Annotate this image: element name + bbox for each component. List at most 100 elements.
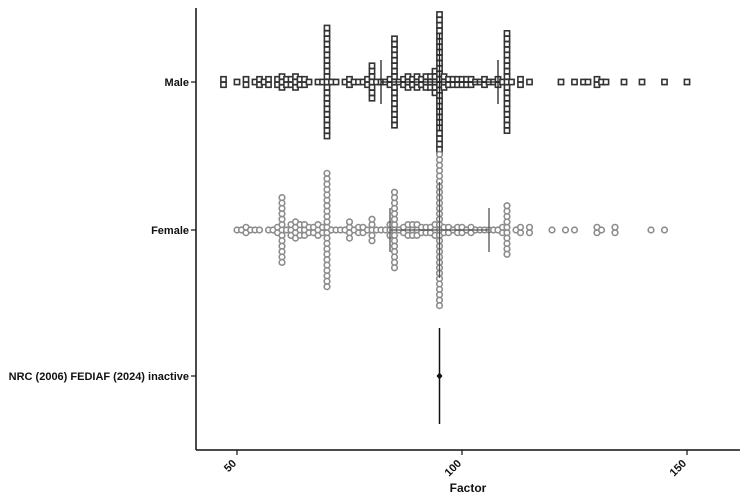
female-data-point — [390, 264, 399, 272]
male-data-point — [323, 40, 331, 48]
male-data-point — [323, 73, 331, 80]
female-data-point — [323, 169, 331, 177]
reference-point — [436, 372, 443, 380]
female-data-point — [647, 226, 655, 234]
male-data-point — [332, 78, 340, 86]
female-data-point — [368, 237, 376, 245]
male-data-point — [323, 100, 331, 107]
male-data-point — [503, 67, 511, 75]
x-axis-title: Factor — [450, 481, 487, 495]
female-data-point — [516, 223, 525, 231]
male-data-point — [391, 100, 398, 107]
male-data-point — [323, 89, 331, 97]
male-data-point — [503, 100, 511, 107]
male-data-point — [323, 51, 331, 59]
male-data-point — [503, 84, 511, 91]
male-data-point — [220, 81, 227, 89]
male-data-point — [323, 24, 331, 32]
male-data-point — [368, 73, 376, 80]
male-data-point — [323, 105, 331, 113]
male-data-point — [391, 105, 398, 113]
x-tick-label: 150 — [668, 458, 689, 479]
male-data-point — [391, 73, 398, 80]
male-data-point — [503, 121, 511, 129]
female-data-point — [278, 194, 286, 202]
summary-bars — [380, 34, 499, 424]
male-data-point — [391, 111, 398, 118]
male-data-point — [391, 40, 398, 48]
male-data-point — [323, 84, 331, 91]
male-data-point — [503, 40, 511, 48]
male-data-point — [323, 127, 331, 134]
female-data-point — [548, 226, 556, 234]
male-data-point — [265, 75, 272, 83]
male-data-point — [368, 94, 376, 102]
male-data-point — [503, 46, 511, 53]
male-data-point — [503, 116, 511, 124]
male-data-point — [233, 78, 241, 86]
male-data-point — [242, 75, 250, 83]
male-data-point — [323, 62, 331, 70]
male-data-point — [368, 67, 376, 75]
female-data-point — [611, 223, 619, 231]
male-data-point — [436, 11, 443, 18]
male-data-point — [391, 94, 398, 102]
male-data-point — [557, 78, 565, 86]
x-tick-label: 50 — [222, 458, 239, 475]
category-label: NRC (2006) FEDIAF (2024) inactive — [9, 371, 189, 383]
female-data-point — [345, 218, 354, 226]
male-data-point — [323, 56, 331, 64]
female-data-point — [435, 150, 444, 158]
female-data-point — [660, 226, 669, 234]
male-data-point — [620, 78, 628, 86]
male-data-point — [503, 35, 511, 43]
male-data-point — [602, 78, 610, 86]
male-data-point — [503, 94, 511, 102]
male-data-point — [368, 89, 376, 97]
male-data-point — [661, 78, 668, 86]
male-data-point — [503, 51, 511, 59]
female-data-point — [435, 302, 444, 310]
male-data-point — [508, 78, 515, 86]
male-data-point — [436, 129, 443, 137]
male-data-point — [391, 84, 398, 91]
male-data-point — [391, 89, 398, 97]
male-data-point — [391, 35, 398, 43]
female-data-point — [570, 226, 579, 234]
male-data-point — [242, 81, 250, 89]
female-data-point — [345, 234, 354, 242]
male-data-point — [323, 121, 331, 129]
male-data-point — [638, 78, 646, 86]
male-data-point — [526, 78, 533, 86]
male-data-point — [323, 46, 331, 53]
male-data-point — [265, 81, 272, 89]
male-data-point — [571, 78, 578, 86]
male-data-point — [391, 62, 398, 70]
female-data-point — [503, 250, 511, 258]
data-points — [220, 11, 691, 310]
category-label: Male — [165, 77, 189, 89]
male-data-point — [503, 29, 511, 37]
male-data-point — [323, 116, 331, 124]
female-data-point — [561, 226, 570, 234]
male-data-point — [220, 75, 227, 83]
female-data-point — [525, 223, 534, 231]
male-data-point — [323, 67, 331, 75]
female-data-point — [278, 258, 286, 267]
male-data-point — [503, 105, 511, 113]
male-data-point — [436, 16, 443, 24]
male-data-point — [391, 46, 398, 53]
category-label: Female — [151, 225, 189, 237]
female-data-point — [368, 215, 376, 223]
male-data-point — [436, 21, 443, 29]
male-data-point — [503, 89, 511, 97]
female-data-point — [323, 283, 331, 291]
axes — [191, 8, 740, 455]
male-data-point — [391, 56, 398, 64]
axis-labels: 50 100 150 Male Female NRC (2006) FEDIAF (202… — [9, 77, 689, 495]
male-data-point — [391, 67, 398, 75]
male-data-point — [503, 62, 511, 70]
male-data-point — [368, 84, 376, 91]
x-tick-label: 100 — [443, 458, 464, 479]
